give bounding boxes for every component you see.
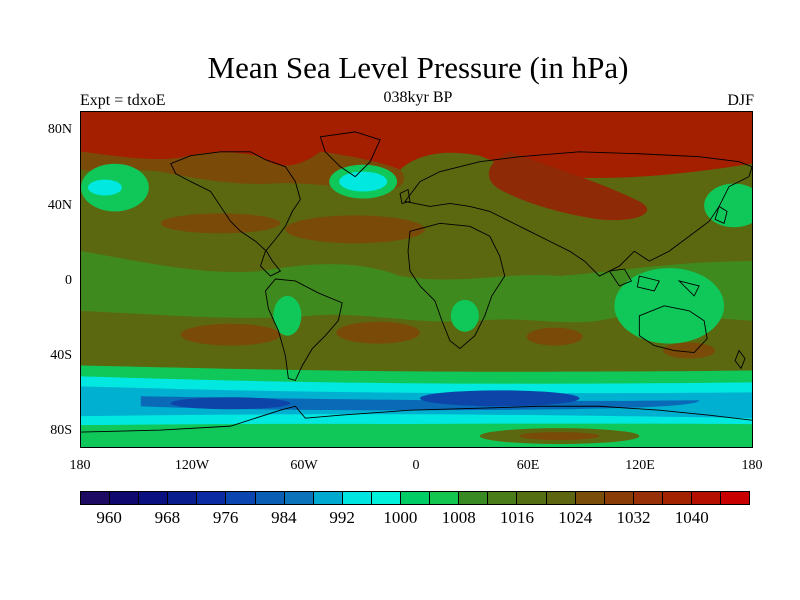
arctic-high-band <box>81 112 752 179</box>
lon-label-180e: 180 <box>741 458 763 473</box>
greenland-coastline <box>319 131 381 178</box>
australia-coastline <box>638 305 708 354</box>
circumpolar-trough-west <box>170 397 291 410</box>
lat-label-0: 0 <box>65 273 72 288</box>
pressure-map-canvas <box>81 112 752 447</box>
colorbar-box <box>255 492 285 504</box>
japan-coastline <box>714 205 728 224</box>
south-america-low <box>273 295 302 336</box>
colorbar-box <box>226 492 256 504</box>
lon-label-120w: 120W <box>174 458 210 473</box>
colorbar-box <box>662 492 692 504</box>
colorbar-box <box>430 492 460 504</box>
africa-coastline <box>407 222 506 350</box>
colorbar-box <box>110 492 140 504</box>
colorbar-box <box>168 492 198 504</box>
colorbar-label: 992 <box>329 508 355 527</box>
south-america-coastline <box>264 278 343 381</box>
icelandic-low-cyan <box>339 171 388 192</box>
colorbar-label: 1024 <box>558 508 593 527</box>
circumpolar-trough-east <box>419 390 580 407</box>
colorbar-label: 976 <box>212 508 239 527</box>
lon-label-120e: 120E <box>625 458 655 473</box>
time-label: 038kyr BP <box>383 89 453 106</box>
colorbar-box <box>197 492 227 504</box>
coastlines <box>81 131 752 433</box>
lon-label-180w: 180 <box>69 458 91 473</box>
lat-label-40n: 40N <box>47 198 72 213</box>
lon-label-60e: 60E <box>516 458 540 473</box>
azores-high <box>285 215 425 244</box>
colorbar-box <box>139 492 169 504</box>
north-brown-band <box>81 151 404 190</box>
southeast-asia-islands <box>608 268 700 297</box>
colorbar-label: 1000 <box>383 508 418 527</box>
colorbar-label: 1032 <box>616 508 651 527</box>
colorbar-label: 1040 <box>674 508 709 527</box>
new-zealand-coastline <box>734 349 746 370</box>
colorbar-label: 968 <box>154 508 181 527</box>
colorbar-box <box>488 492 518 504</box>
indian-ocean-low <box>614 268 725 344</box>
europe-asia-coastline <box>404 151 752 277</box>
colorbar-box <box>604 492 634 504</box>
antarctica-coastline <box>81 405 752 433</box>
colorbar-box <box>721 492 750 504</box>
antarctic-green <box>81 423 752 447</box>
lon-label-0: 0 <box>412 458 420 473</box>
colorbar-label: 1008 <box>441 508 476 527</box>
colorbar-label: 960 <box>96 508 122 527</box>
colorbar-box <box>546 492 576 504</box>
siberian-high <box>488 151 648 221</box>
southern-ocean-blue <box>140 396 700 411</box>
pressure-map <box>80 111 753 448</box>
colorbar-box <box>313 492 343 504</box>
colorbar-box <box>517 492 547 504</box>
lon-label-60w: 60W <box>290 458 318 473</box>
pressure-colorbar <box>80 491 750 505</box>
colorbar-box <box>691 492 722 504</box>
north-america-coastline <box>170 151 301 277</box>
africa-low <box>450 299 479 332</box>
colorbar-box <box>81 492 111 504</box>
colorbar-label: 1016 <box>499 508 534 527</box>
south-indian-high <box>526 327 583 346</box>
uk-coastline <box>399 188 411 205</box>
australia-high <box>663 342 716 359</box>
colorbar-box <box>284 492 314 504</box>
tropical-green-band <box>81 251 752 323</box>
colorbar-box <box>342 492 372 504</box>
aleutian-low-cyan <box>87 179 122 196</box>
lat-label-80n: 80N <box>47 122 72 137</box>
colorbar-box <box>633 492 663 504</box>
lat-label-40s: 40S <box>50 348 72 363</box>
south-atlantic-high <box>336 321 420 344</box>
north-pacific-subtropical-high <box>160 213 281 234</box>
south-pacific-high <box>180 323 281 346</box>
colorbar-label: 984 <box>271 508 297 527</box>
antarctic-brown <box>519 432 600 441</box>
experiment-label: Expt = tdxoE <box>80 92 166 109</box>
lat-label-80s: 80S <box>50 423 72 438</box>
colorbar-box <box>371 492 402 504</box>
colorbar-box <box>459 492 489 504</box>
colorbar-box <box>575 492 605 504</box>
colorbar-box <box>401 492 431 504</box>
map-title: Mean Sea Level Pressure (in hPa) <box>207 50 629 85</box>
season-label: DJF <box>727 92 754 109</box>
